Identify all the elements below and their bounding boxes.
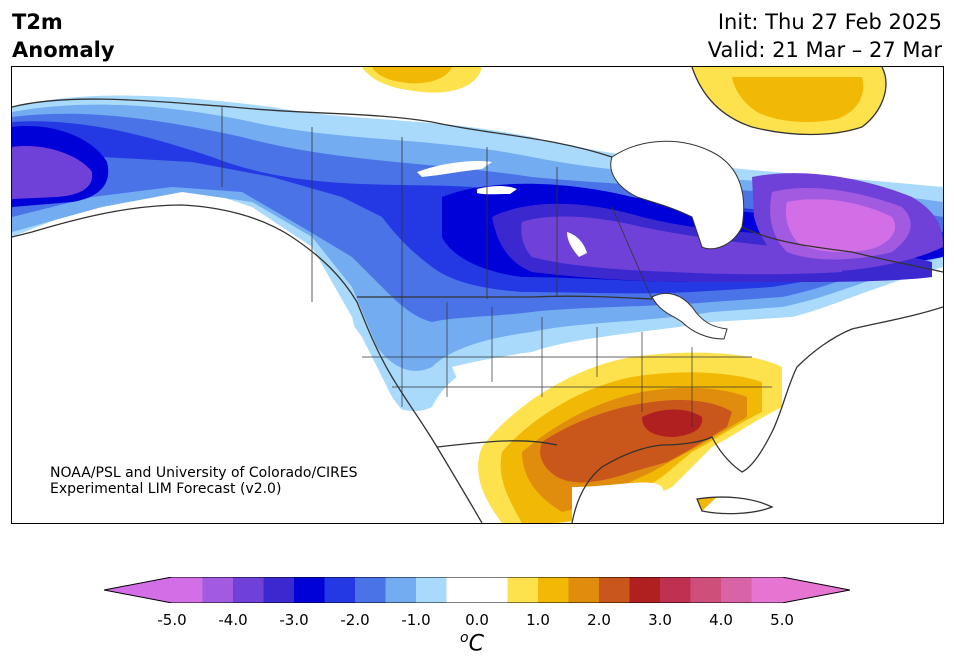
colorbar-under-arrow <box>104 577 172 603</box>
colorbar-segment <box>599 577 630 603</box>
colorbar-segment <box>263 577 295 603</box>
great-bear-lake <box>417 161 492 177</box>
colorbar-tick-label: -4.0 <box>218 611 248 629</box>
field-warm-red <box>642 409 703 437</box>
colorbar <box>104 577 850 603</box>
colorbar-segment <box>385 577 417 603</box>
colorbar-over-arrow <box>782 577 850 603</box>
colorbar-tick-label: 4.0 <box>709 611 733 629</box>
colorbar-tick-label: 0.0 <box>465 611 489 629</box>
colorbar-ticks: -5.0 -4.0 -3.0 -2.0 -1.0 0.0 1.0 2.0 3.0 4.0 5.0 <box>0 611 954 631</box>
colorbar-segment <box>416 577 447 603</box>
colorbar-segment <box>294 577 325 603</box>
anomaly-map: NOAA/PSL and University of Colorado/CIRE… <box>11 66 944 524</box>
field-quebec-core <box>785 199 896 253</box>
colorbar-tick-label: 1.0 <box>526 611 550 629</box>
hudson-bay <box>610 140 745 250</box>
credit-text: NOAA/PSL and University of Colorado/CIRE… <box>50 465 358 497</box>
colorbar-segment <box>629 577 661 603</box>
colorbar-segment <box>690 577 722 603</box>
colorbar-segment <box>202 577 234 603</box>
boundaries <box>12 67 943 523</box>
water-bodies <box>12 140 943 523</box>
title-line-2: Anomaly <box>12 38 115 62</box>
colorbar-tick-label: 2.0 <box>587 611 611 629</box>
unit-text: C <box>468 631 484 657</box>
colorbar-tick-label: -3.0 <box>279 611 309 629</box>
greenland-outline <box>691 67 887 136</box>
colorbar-segment <box>324 577 356 603</box>
unit-label: oC <box>460 630 484 656</box>
mexico-border <box>436 440 558 448</box>
cuba-outline <box>696 496 774 515</box>
credit-line-1: NOAA/PSL and University of Colorado/CIRE… <box>50 465 358 481</box>
colorbar-tick-label: 3.0 <box>648 611 672 629</box>
colorbar-segment <box>660 577 691 603</box>
colorbar-tick-label: 5.0 <box>770 611 794 629</box>
colorbar-segment <box>233 577 264 603</box>
init-date: Init: Thu 27 Feb 2025 <box>717 10 942 34</box>
province-lines <box>221 107 653 302</box>
lake-winnipeg <box>567 232 587 257</box>
colorbar-segment <box>721 577 752 603</box>
field-greenland-gold <box>732 77 864 123</box>
field-arctic-island-gold <box>372 67 452 84</box>
colorbar-segment <box>507 577 539 603</box>
state-lines <box>362 302 772 427</box>
colorbar-segment <box>477 577 508 603</box>
title-line-1: T2m <box>12 10 63 34</box>
credit-line-2: Experimental LIM Forecast (v2.0) <box>50 481 282 497</box>
colorbar-segment <box>172 577 203 603</box>
colorbar-tick-label: -1.0 <box>401 611 431 629</box>
gulf-of-mexico <box>572 482 665 523</box>
field-violet-canada <box>521 216 842 275</box>
field-alaska <box>12 146 93 199</box>
colorbar-segment <box>751 577 783 603</box>
colorbar-tick-label: -5.0 <box>157 611 187 629</box>
valid-date: Valid: 21 Mar – 27 Mar <box>707 38 942 62</box>
north-america-coast <box>12 98 943 523</box>
map-canvas <box>12 67 943 523</box>
us-canada-border <box>357 295 653 300</box>
colorbar-tick-label: -2.0 <box>340 611 370 629</box>
atlantic-lower <box>692 307 943 523</box>
forecast-dates: Init: Thu 27 Feb 2025 Valid: 21 Mar – 27… <box>708 8 942 64</box>
map-title: T2m Anomaly <box>12 8 115 64</box>
pacific <box>12 207 482 523</box>
great-lakes <box>651 292 728 340</box>
colorbar-segment <box>446 577 478 603</box>
colorbar-segment <box>355 577 386 603</box>
unit-degree: o <box>460 630 469 646</box>
colorbar-segment <box>568 577 600 603</box>
colorbar-segment <box>538 577 569 603</box>
colorbar-segments <box>172 577 783 603</box>
